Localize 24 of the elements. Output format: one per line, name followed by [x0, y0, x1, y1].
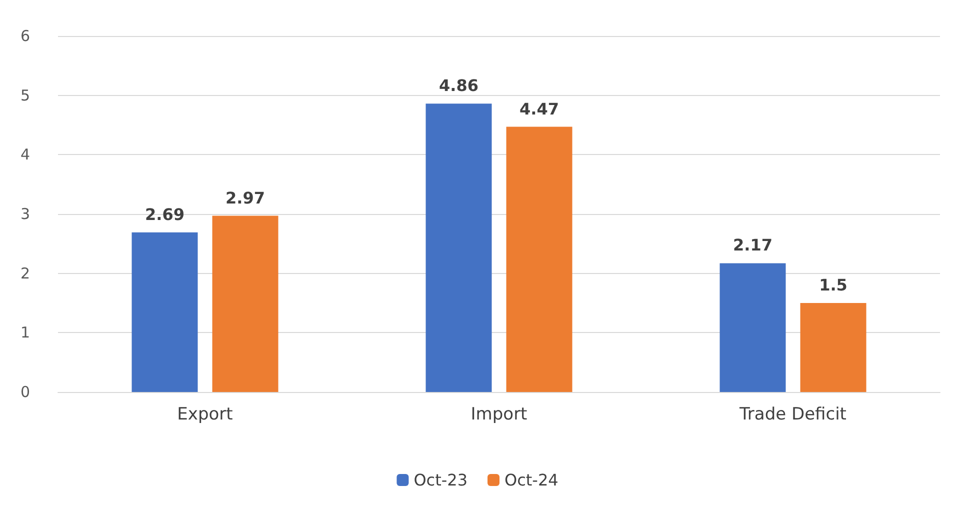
bar: [132, 232, 198, 392]
data-label: 1.5: [819, 276, 848, 294]
bar: [506, 126, 572, 392]
data-label: 2.69: [145, 204, 184, 224]
y-tick-label: 2: [20, 264, 30, 282]
y-tick-label: 1: [20, 324, 30, 342]
bar: [800, 303, 866, 392]
y-tick-label: 6: [20, 27, 30, 45]
data-label: 4.86: [439, 76, 478, 96]
y-tick-label: 4: [20, 146, 30, 164]
x-tick-label: Import: [470, 404, 528, 424]
y-tick-label: 0: [20, 383, 30, 401]
x-tick-label: Trade Deficit: [738, 404, 847, 424]
y-tick-label: 5: [20, 86, 30, 104]
legend-label: Oct-23: [414, 470, 468, 490]
legend-label: Oct-24: [504, 470, 558, 490]
x-tick-label: Export: [177, 404, 234, 424]
data-label: 2.97: [226, 188, 265, 208]
data-label: 4.47: [520, 99, 559, 118]
data-label: 2.17: [733, 236, 772, 255]
y-tick-label: 3: [20, 205, 30, 223]
bar: [426, 104, 492, 392]
bar: [212, 216, 278, 392]
bar: [720, 263, 786, 392]
